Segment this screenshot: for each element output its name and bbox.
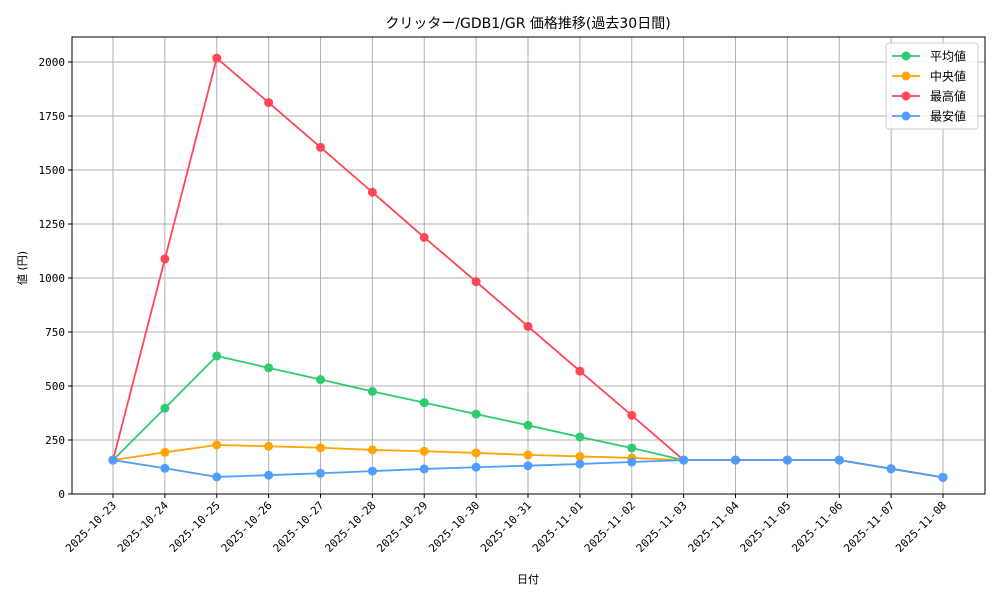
data-point [419,398,429,408]
y-tick-label: 0 [58,488,65,501]
data-point [419,464,429,474]
y-axis: 0 250 500 750 1000 1250 1500 1750 2000 [39,56,72,501]
y-tick-label: 1750 [39,110,66,123]
data-point [523,420,533,430]
data-point [731,455,740,465]
data-point [212,351,222,361]
y-tick-label: 1000 [39,272,66,285]
data-point [471,462,481,472]
legend-marker-icon [901,51,911,61]
data-point [160,447,170,457]
data-point [471,409,481,419]
data-point [108,455,118,465]
y-tick-label: 750 [45,326,65,339]
y-tick-label: 1500 [39,164,66,177]
data-point [886,464,896,474]
data-point [160,254,170,264]
y-tick-label: 1250 [39,218,66,231]
data-point [471,448,481,458]
data-point [316,142,325,152]
data-point [367,386,377,396]
legend-label: 最安値 [930,109,966,124]
data-point [264,470,274,480]
legend-item: 平均値 [892,49,966,64]
data-series [108,53,948,482]
data-point [316,468,325,478]
data-point [938,472,948,482]
data-point [627,443,637,453]
data-point [523,461,533,471]
data-point [367,445,377,455]
legend-item: 最高値 [892,89,966,104]
data-point [212,53,222,63]
legend-item: 最安値 [892,109,966,124]
data-point [367,187,377,197]
data-point [471,277,481,287]
data-point [160,403,170,413]
x-axis-label: 日付 [517,573,539,586]
data-point [679,455,689,465]
data-point [367,466,377,476]
legend-label: 中央値 [930,69,966,84]
y-tick-label: 500 [45,380,65,393]
data-point [160,463,170,473]
data-point [627,410,637,420]
data-point [264,98,274,108]
data-point [627,457,637,467]
legend-marker-icon [901,71,911,81]
y-axis-label: 値 (円) [16,251,29,285]
data-point [316,375,325,385]
chart-title: クリッター/GDB1/GR 価格推移(過去30日間) [385,16,670,32]
y-tick-label: 2000 [39,56,66,69]
data-point [264,441,274,451]
legend-marker-icon [901,91,911,101]
data-point [264,363,274,373]
series-3 [108,455,948,482]
data-point [782,455,792,465]
data-point [834,455,844,465]
data-point [575,459,585,469]
legend-label: 平均値 [930,49,966,64]
data-point [575,451,585,461]
legend-box [885,42,979,130]
data-point [212,472,222,482]
legend-item: 中央値 [892,69,966,84]
data-point [212,440,222,450]
y-tick-label: 250 [45,434,65,447]
data-point [419,446,429,456]
legend-label: 最高値 [930,89,966,104]
data-point [523,321,533,331]
data-point [316,443,325,453]
legend-marker-icon [901,111,911,121]
data-point [575,366,585,376]
data-point [575,432,585,442]
data-point [523,450,533,460]
data-point [419,232,429,242]
